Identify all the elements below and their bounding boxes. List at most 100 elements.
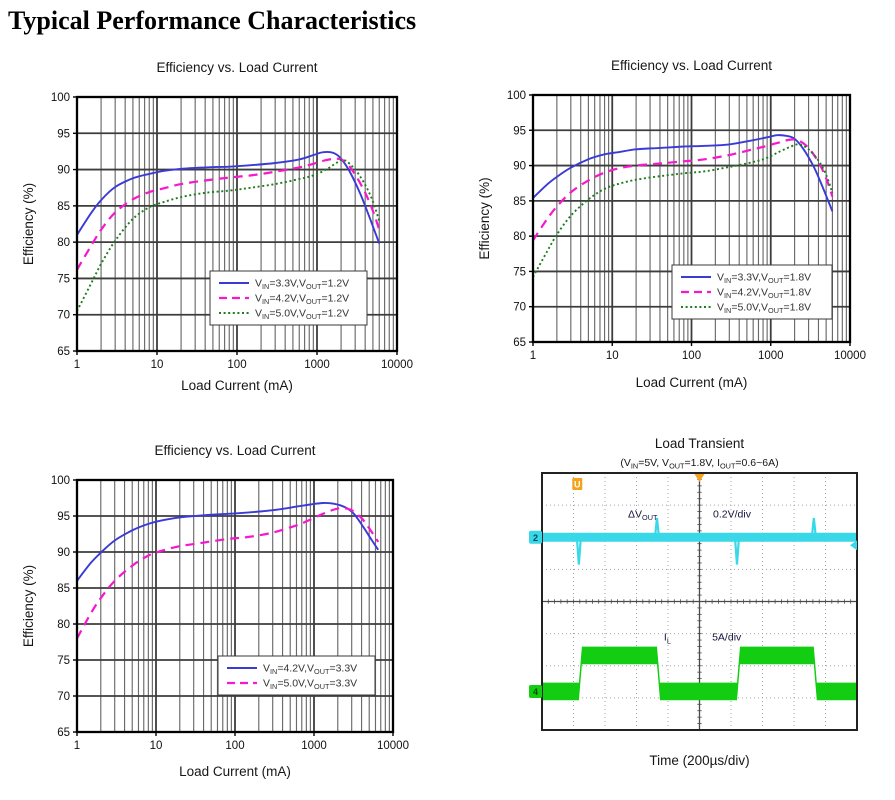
vout-label: ΔVOUT	[628, 508, 658, 522]
x-tick-label: 1	[74, 740, 80, 752]
legend-label: VIN=5.0V,VOUT=1.8V	[717, 302, 811, 316]
right-level-marker	[850, 540, 857, 551]
efficiency-chart-svg: 1 10 100 1000 10000 100 95 90 85 80 75 70 65 Efficien…	[21, 60, 413, 393]
y-tick-label: 65	[513, 337, 526, 349]
y-tick-label: 80	[57, 237, 70, 249]
x-tick-label: 100	[682, 350, 701, 362]
oscilloscope-svg: ΔVOUT 0.2V/div IL 5A/div 2 4 U Load Transient (V…	[529, 436, 858, 768]
x-tick-label: 10000	[834, 350, 866, 362]
y-tick-label: 65	[57, 346, 70, 358]
series-line-0	[77, 502, 379, 582]
y-tick-label: 95	[57, 511, 70, 523]
x-axis-label: Load Current (mA)	[179, 764, 291, 779]
time-axis-label: Time (200µs/div)	[649, 753, 749, 768]
y-tick-label: 75	[57, 273, 70, 285]
x-tick-label: 1000	[301, 740, 327, 752]
y-tick-label: 90	[57, 165, 70, 177]
y-tick-label: 70	[57, 310, 70, 322]
y-tick-label: 75	[57, 655, 70, 667]
vout-scale-label: 0.2V/div	[713, 508, 752, 520]
svg-text:U: U	[574, 480, 581, 490]
legend-label: VIN=5.0V,VOUT=3.3V	[263, 678, 357, 692]
x-axis-label: Load Current (mA)	[636, 375, 748, 390]
vout-spike	[575, 537, 582, 565]
grid-lines	[533, 95, 850, 342]
svg-text:4: 4	[533, 687, 538, 697]
scope-load-transient: ΔVOUT 0.2V/div IL 5A/div 2 4 U Load Transient (V…	[450, 430, 895, 795]
y-axis-label: Efficiency (%)	[21, 183, 36, 265]
scope-frame	[541, 472, 858, 731]
u-marker: U	[572, 478, 583, 490]
channel-4-marker: 4	[529, 684, 542, 698]
chart-efficiency-vout-1v2: 1 10 100 1000 10000 100 95 90 85 80 75 70 65 Efficien…	[10, 55, 450, 410]
y-tick-label: 95	[513, 125, 526, 137]
x-tick-label: 10	[606, 350, 619, 362]
x-tick-label: 100	[225, 740, 244, 752]
channel-2-marker: 2	[529, 530, 542, 544]
current-trace	[542, 646, 857, 701]
y-tick-label: 90	[57, 547, 70, 559]
x-tick-label: 10000	[381, 359, 413, 371]
efficiency-chart-svg: 1 10 100 1000 10000 100 95 90 85 80 75 70 65 Efficien…	[477, 58, 866, 390]
y-tick-label: 100	[507, 90, 526, 102]
y-tick-label: 85	[57, 583, 70, 595]
legend-label: VIN=4.2V,VOUT=3.3V	[263, 663, 357, 677]
y-tick-label: 70	[57, 691, 70, 703]
series-line-2	[77, 158, 381, 312]
y-tick-label: 85	[57, 201, 70, 213]
efficiency-chart-svg: 1 10 100 1000 10000 100 95 90 85 80 75 70 65 Efficien…	[21, 443, 409, 779]
y-tick-label: 95	[57, 128, 70, 140]
current-label: IL	[664, 632, 671, 646]
chart-title: Efficiency vs. Load Current	[611, 58, 772, 73]
vout-spike	[733, 537, 741, 565]
series-line-1	[77, 157, 381, 271]
x-tick-label: 1000	[304, 359, 330, 371]
series-line-2	[533, 143, 834, 278]
legend-label: VIN=3.3V,VOUT=1.2V	[255, 278, 349, 292]
y-tick-label: 80	[57, 619, 70, 631]
y-tick-label: 100	[51, 475, 70, 487]
y-tick-label: 65	[57, 727, 70, 739]
legend: VIN=3.3V,VOUT=1.8VVIN=4.2V,VOUT=1.8VVIN=…	[671, 264, 833, 320]
scope-subtitle: (VIN=5V, VOUT=1.8V, IOUT=0.6~6A)	[620, 457, 778, 471]
y-axis-label: Efficiency (%)	[477, 177, 492, 259]
trigger-marker	[694, 474, 705, 482]
current-scale-label: 5A/div	[712, 632, 742, 644]
y-tick-label: 100	[51, 92, 70, 104]
chart-title: Efficiency vs. Load Current	[154, 443, 315, 458]
scope-title: Load Transient	[655, 436, 745, 451]
page-title: Typical Performance Characteristics	[8, 6, 417, 35]
x-tick-label: 10	[151, 359, 164, 371]
legend: VIN=3.3V,VOUT=1.2VVIN=4.2V,VOUT=1.2VVIN=…	[209, 270, 368, 326]
y-tick-label: 85	[513, 196, 526, 208]
x-tick-label: 10000	[377, 740, 409, 752]
y-tick-label: 70	[513, 302, 526, 314]
vout-trace	[542, 532, 857, 542]
series-line-1	[533, 138, 834, 241]
chart-efficiency-vout-3v3: 1 10 100 1000 10000 100 95 90 85 80 75 70 65 Efficien…	[10, 430, 450, 795]
chart-title: Efficiency vs. Load Current	[156, 60, 317, 75]
vout-spike	[653, 517, 661, 538]
legend-label: VIN=5.0V,VOUT=1.2V	[255, 308, 349, 322]
legend-label: VIN=4.2V,VOUT=1.2V	[255, 293, 349, 307]
svg-text:2: 2	[533, 533, 538, 543]
vout-spike	[810, 517, 817, 538]
series-line-1	[77, 506, 380, 639]
y-tick-label: 80	[513, 231, 526, 243]
legend-box	[217, 655, 376, 696]
x-tick-label: 10	[150, 740, 163, 752]
legend-label: VIN=4.2V,VOUT=1.8V	[717, 287, 811, 301]
x-tick-label: 1	[530, 350, 536, 362]
x-tick-label: 1000	[758, 350, 784, 362]
x-tick-label: 1	[74, 359, 80, 371]
x-axis-label: Load Current (mA)	[181, 378, 293, 393]
chart-efficiency-vout-1v8: 1 10 100 1000 10000 100 95 90 85 80 75 70 65 Efficien…	[450, 55, 895, 410]
series-line-0	[77, 151, 381, 244]
y-tick-label: 90	[513, 161, 526, 173]
y-tick-label: 75	[513, 266, 526, 278]
legend-label: VIN=3.3V,VOUT=1.8V	[717, 272, 811, 286]
y-axis-label: Efficiency (%)	[21, 565, 36, 647]
x-tick-label: 100	[227, 359, 246, 371]
